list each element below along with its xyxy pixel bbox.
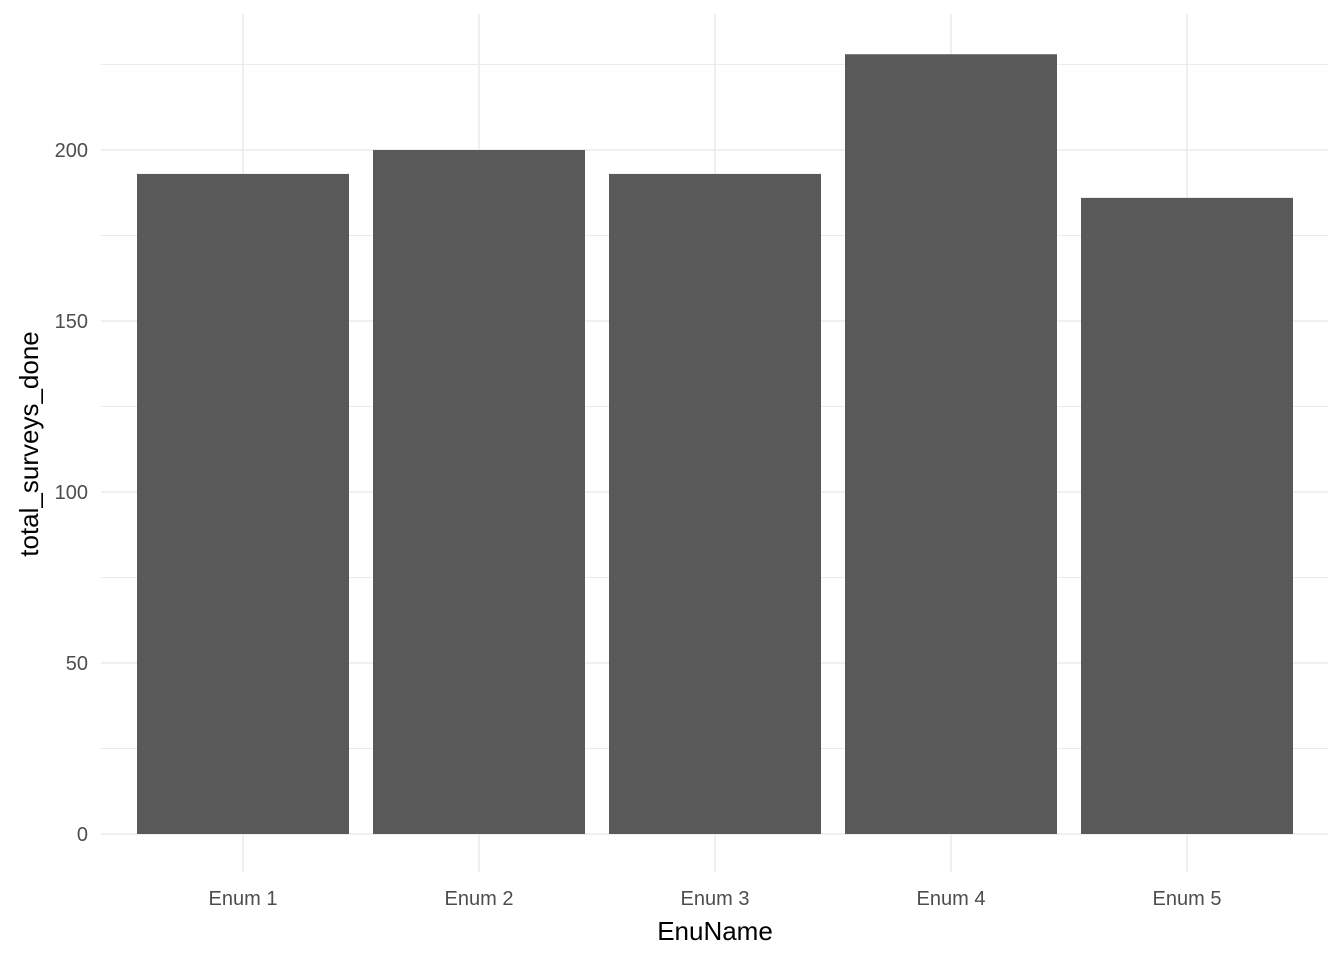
x-tick-label: Enum 3 <box>681 888 750 910</box>
x-tick-label: Enum 4 <box>917 888 986 910</box>
x-tick-label: Enum 2 <box>445 888 514 910</box>
y-tick-label: 150 <box>55 311 88 333</box>
x-tick-label: Enum 5 <box>1153 888 1222 910</box>
x-tick-label: Enum 1 <box>209 888 278 910</box>
x-axis-title: EnuName <box>657 916 773 946</box>
bar-enum-5 <box>1081 197 1293 834</box>
bar-enum-1 <box>137 173 349 834</box>
y-axis-title: total_surveys_done <box>14 331 44 556</box>
x-tick-labels: Enum 1 Enum 2 Enum 3 Enum 4 Enum 5 <box>209 888 1222 910</box>
y-tick-labels: 0 50 100 150 200 <box>55 140 88 846</box>
y-tick-label: 0 <box>77 824 88 846</box>
bars <box>137 54 1293 835</box>
bar-enum-3 <box>609 173 821 834</box>
y-tick-label: 200 <box>55 140 88 162</box>
bar-enum-4 <box>845 54 1057 835</box>
y-tick-label: 50 <box>66 653 88 675</box>
bar-enum-2 <box>373 150 585 834</box>
y-tick-label: 100 <box>55 482 88 504</box>
